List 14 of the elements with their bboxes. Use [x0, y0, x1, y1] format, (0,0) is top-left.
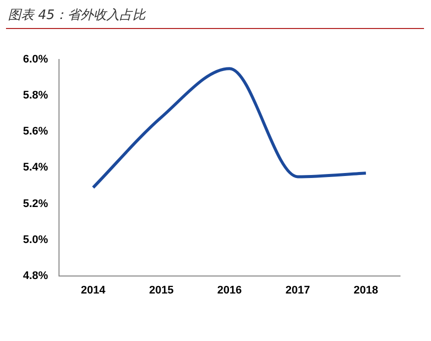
x-tick-label: 2018: [354, 284, 378, 296]
x-tick-label: 2015: [149, 284, 174, 296]
y-tick-label: 5.6%: [22, 126, 48, 138]
y-tick-label: 5.4%: [22, 162, 48, 174]
chart-title: 图表 45：省外收入占比: [8, 7, 146, 24]
y-tick-label: 5.2%: [22, 198, 48, 210]
x-tick-label: 2016: [217, 284, 242, 296]
y-tick-label: 6.0%: [22, 54, 48, 66]
line-series: [92, 67, 368, 190]
y-tick-label: 4.8%: [22, 270, 48, 282]
y-tick-label: 5.8%: [22, 90, 48, 102]
y-tick-label: 5.0%: [22, 234, 48, 246]
x-tick-label: 2014: [80, 284, 106, 296]
x-tick-label: 2017: [285, 284, 310, 296]
